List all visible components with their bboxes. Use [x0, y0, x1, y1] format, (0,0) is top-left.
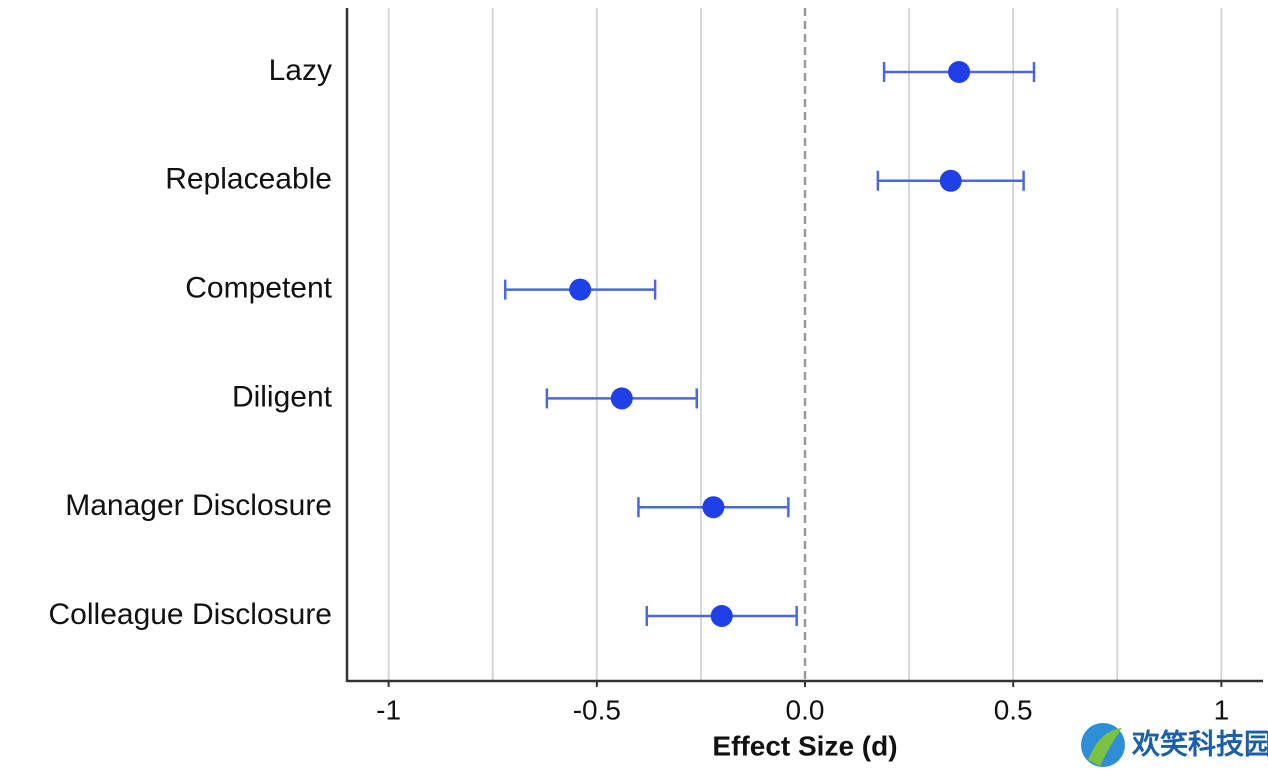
point	[702, 496, 725, 519]
x-axis-label: Effect Size (d)	[712, 730, 897, 761]
x-tick-label: 0.5	[994, 694, 1033, 725]
y-tick-label: Lazy	[269, 54, 332, 87]
y-tick-label: Manager Disclosure	[65, 489, 332, 522]
y-tick-label: Colleague Disclosure	[49, 598, 332, 631]
point	[569, 278, 592, 301]
point	[939, 169, 962, 192]
y-tick-label: Replaceable	[165, 163, 332, 196]
point	[710, 605, 733, 627]
x-tick-label: 1	[1214, 694, 1230, 725]
x-tick-label: -0.5	[573, 694, 621, 725]
watermark: 欢笑科技园	[1131, 728, 1268, 759]
x-tick-label: -1	[376, 694, 401, 725]
y-tick-label: Competent	[185, 272, 332, 305]
y-tick-label: Diligent	[232, 380, 333, 413]
x-tick-label: 0.0	[786, 694, 825, 725]
watermark-logo	[1081, 723, 1125, 767]
point	[610, 387, 633, 410]
point	[948, 61, 971, 83]
